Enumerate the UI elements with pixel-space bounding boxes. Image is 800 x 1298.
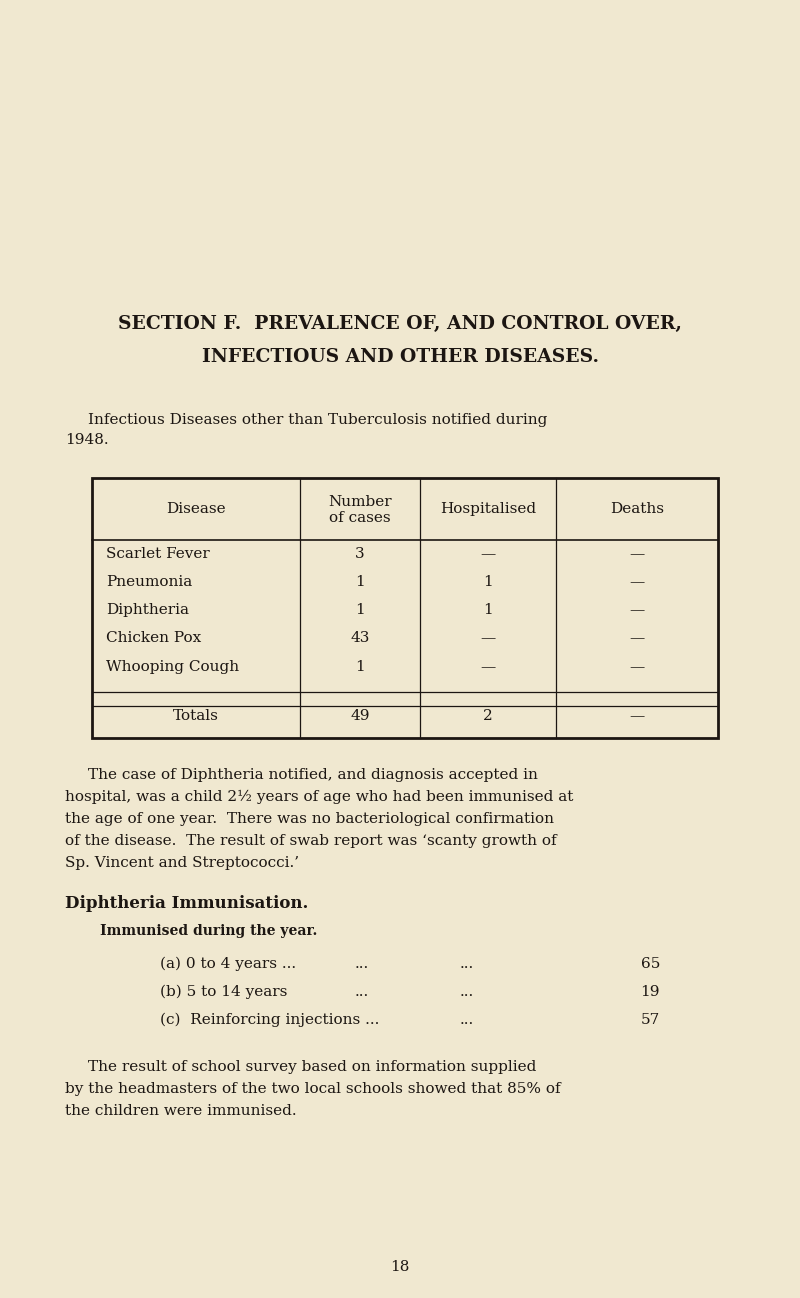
Text: by the headmasters of the two local schools showed that 85% of: by the headmasters of the two local scho… — [65, 1083, 561, 1096]
Text: The case of Diphtheria notified, and diagnosis accepted in: The case of Diphtheria notified, and dia… — [88, 768, 538, 781]
Text: Disease: Disease — [166, 502, 226, 517]
Text: Totals: Totals — [173, 709, 219, 723]
Text: ...: ... — [460, 985, 474, 999]
Text: Whooping Cough: Whooping Cough — [106, 659, 239, 674]
Text: 18: 18 — [390, 1260, 410, 1275]
Text: 1: 1 — [483, 575, 493, 589]
Text: 1: 1 — [355, 604, 365, 617]
Text: 1948.: 1948. — [65, 434, 109, 447]
Text: —: — — [480, 546, 496, 561]
Text: the age of one year.  There was no bacteriological confirmation: the age of one year. There was no bacter… — [65, 813, 554, 826]
Text: SECTION F.  PREVALENCE OF, AND CONTROL OVER,: SECTION F. PREVALENCE OF, AND CONTROL OV… — [118, 315, 682, 334]
Text: Diphtheria: Diphtheria — [106, 604, 189, 617]
Text: —: — — [630, 659, 645, 674]
Text: ...: ... — [355, 985, 370, 999]
Text: The result of school survey based on information supplied: The result of school survey based on inf… — [88, 1060, 536, 1073]
Text: Scarlet Fever: Scarlet Fever — [106, 546, 210, 561]
Text: —: — — [630, 631, 645, 645]
Text: Immunised during the year.: Immunised during the year. — [100, 924, 318, 938]
Text: Number: Number — [328, 495, 392, 509]
Text: hospital, was a child 2½ years of age who had been immunised at: hospital, was a child 2½ years of age wh… — [65, 790, 574, 805]
Text: Deaths: Deaths — [610, 502, 664, 517]
Text: 2: 2 — [483, 709, 493, 723]
Text: Sp. Vincent and Streptococci.’: Sp. Vincent and Streptococci.’ — [65, 855, 299, 870]
Text: —: — — [630, 604, 645, 617]
Text: 43: 43 — [350, 631, 370, 645]
Text: 49: 49 — [350, 709, 370, 723]
Text: (b) 5 to 14 years: (b) 5 to 14 years — [160, 985, 287, 999]
Bar — [92, 478, 718, 739]
Text: ...: ... — [355, 957, 370, 971]
Text: 19: 19 — [641, 985, 660, 999]
Text: 1: 1 — [355, 659, 365, 674]
Text: 1: 1 — [483, 604, 493, 617]
Text: Diphtheria Immunisation.: Diphtheria Immunisation. — [65, 896, 308, 912]
Text: INFECTIOUS AND OTHER DISEASES.: INFECTIOUS AND OTHER DISEASES. — [202, 348, 598, 366]
Text: —: — — [630, 575, 645, 589]
Text: ...: ... — [460, 957, 474, 971]
Text: ...: ... — [460, 1012, 474, 1027]
Text: of cases: of cases — [329, 511, 391, 524]
Text: Hospitalised: Hospitalised — [440, 502, 536, 517]
Text: —: — — [630, 546, 645, 561]
Text: Infectious Diseases other than Tuberculosis notified during: Infectious Diseases other than Tuberculo… — [88, 413, 547, 427]
Text: Pneumonia: Pneumonia — [106, 575, 192, 589]
Text: Chicken Pox: Chicken Pox — [106, 631, 202, 645]
Text: the children were immunised.: the children were immunised. — [65, 1105, 297, 1118]
Text: 57: 57 — [641, 1012, 660, 1027]
Text: —: — — [480, 659, 496, 674]
Text: 65: 65 — [641, 957, 660, 971]
Text: (c)  Reinforcing injections ...: (c) Reinforcing injections ... — [160, 1012, 379, 1028]
Text: (a) 0 to 4 years ...: (a) 0 to 4 years ... — [160, 957, 296, 971]
Text: —: — — [630, 709, 645, 723]
Text: of the disease.  The result of swab report was ‘scanty growth of: of the disease. The result of swab repor… — [65, 835, 557, 848]
Text: 1: 1 — [355, 575, 365, 589]
Text: —: — — [480, 631, 496, 645]
Text: 3: 3 — [355, 546, 365, 561]
